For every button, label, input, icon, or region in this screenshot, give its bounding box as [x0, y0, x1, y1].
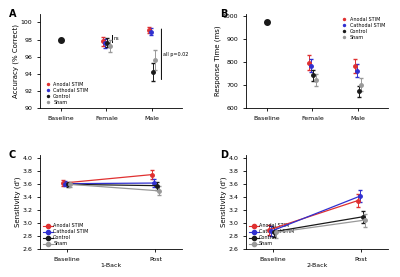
Text: C: C: [9, 150, 16, 160]
Y-axis label: Sensitivity (d'): Sensitivity (d'): [14, 177, 21, 227]
X-axis label: 1-Back: 1-Back: [100, 263, 122, 268]
Legend: Anodal STIM, Cathodal STIM, Control, Sham: Anodal STIM, Cathodal STIM, Control, Sha…: [42, 82, 89, 106]
Text: A: A: [9, 9, 16, 19]
Y-axis label: Response Time (ms): Response Time (ms): [215, 26, 222, 96]
Text: D: D: [220, 150, 228, 160]
Y-axis label: Sensitivity (d'): Sensitivity (d'): [220, 177, 227, 227]
Legend: Anodal STIM, Cathodal STIM, Control, Sham: Anodal STIM, Cathodal STIM, Control, Sha…: [248, 223, 295, 247]
Y-axis label: Accuracy (% Correct): Accuracy (% Correct): [13, 24, 19, 98]
Text: ns: ns: [113, 36, 119, 41]
Text: all p=0.02: all p=0.02: [163, 52, 188, 57]
Legend: Anodal STIM, Cathodal STIM, Control, Sham: Anodal STIM, Cathodal STIM, Control, Sha…: [339, 16, 386, 40]
Legend: Anodal STIM, Cathodal STIM, Control, Sham: Anodal STIM, Cathodal STIM, Control, Sha…: [42, 223, 89, 247]
X-axis label: 2-Back: 2-Back: [306, 263, 328, 268]
Text: B: B: [220, 9, 228, 19]
